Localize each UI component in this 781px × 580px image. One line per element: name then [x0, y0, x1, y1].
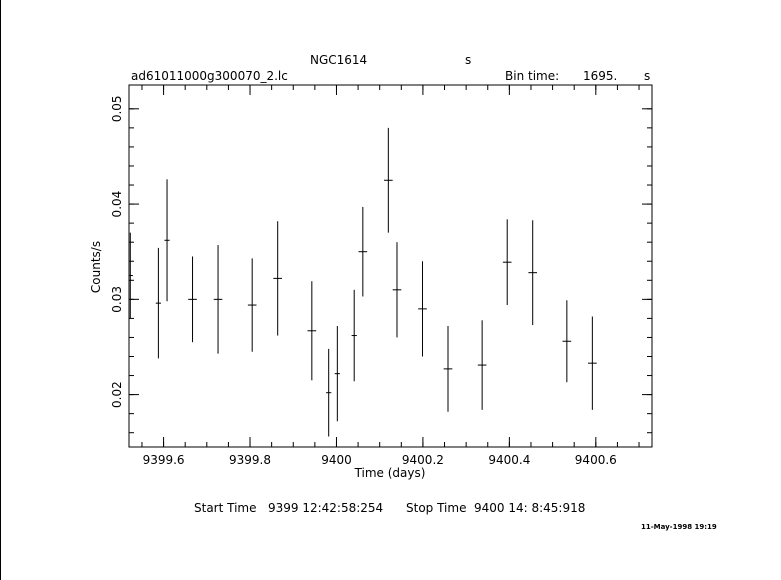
- plot-frame: [128, 84, 653, 448]
- bin-time-unit: s: [644, 69, 651, 83]
- date-stamp: 11-May-1998 19:19: [641, 523, 717, 531]
- start-time-value: 9399 12:42:58:254: [268, 501, 384, 515]
- stop-time-value: 9400 14: 8:45:918: [474, 501, 586, 515]
- data-points: [129, 127, 597, 437]
- object-suffix: s: [465, 53, 472, 67]
- x-tick-label: 9400.6: [575, 453, 617, 467]
- y-axis-label: Counts/s: [89, 241, 103, 293]
- y-tick-label: 0.05: [110, 95, 124, 122]
- x-axis-label: Time (days): [354, 466, 426, 480]
- x-tick-label: 9399.6: [143, 453, 185, 467]
- bin-time-value: 1695.: [583, 69, 618, 83]
- y-axis-ticks: 0.02 0.03 0.04 0.05: [110, 95, 652, 434]
- stop-time-label: Stop Time: [406, 501, 467, 515]
- start-time-label: Start Time: [194, 501, 257, 515]
- x-tick-label: 9400.2: [402, 453, 444, 467]
- y-tick-label: 0.03: [110, 286, 124, 313]
- x-tick-label: 9399.8: [229, 453, 271, 467]
- x-axis-ticks: 9399.6 9399.8 9400 9400.2 9400.4 9400.6: [141, 85, 640, 467]
- x-tick-label: 9400: [321, 453, 352, 467]
- y-tick-label: 0.04: [110, 191, 124, 218]
- object-name: NGC1614: [310, 53, 368, 67]
- window-border: [0, 0, 1, 580]
- y-tick-label: 0.02: [110, 381, 124, 408]
- x-tick-label: 9400.4: [488, 453, 530, 467]
- filename-label: ad61011000g300070_2.lc: [131, 69, 288, 83]
- bin-time-label: Bin time:: [505, 69, 560, 83]
